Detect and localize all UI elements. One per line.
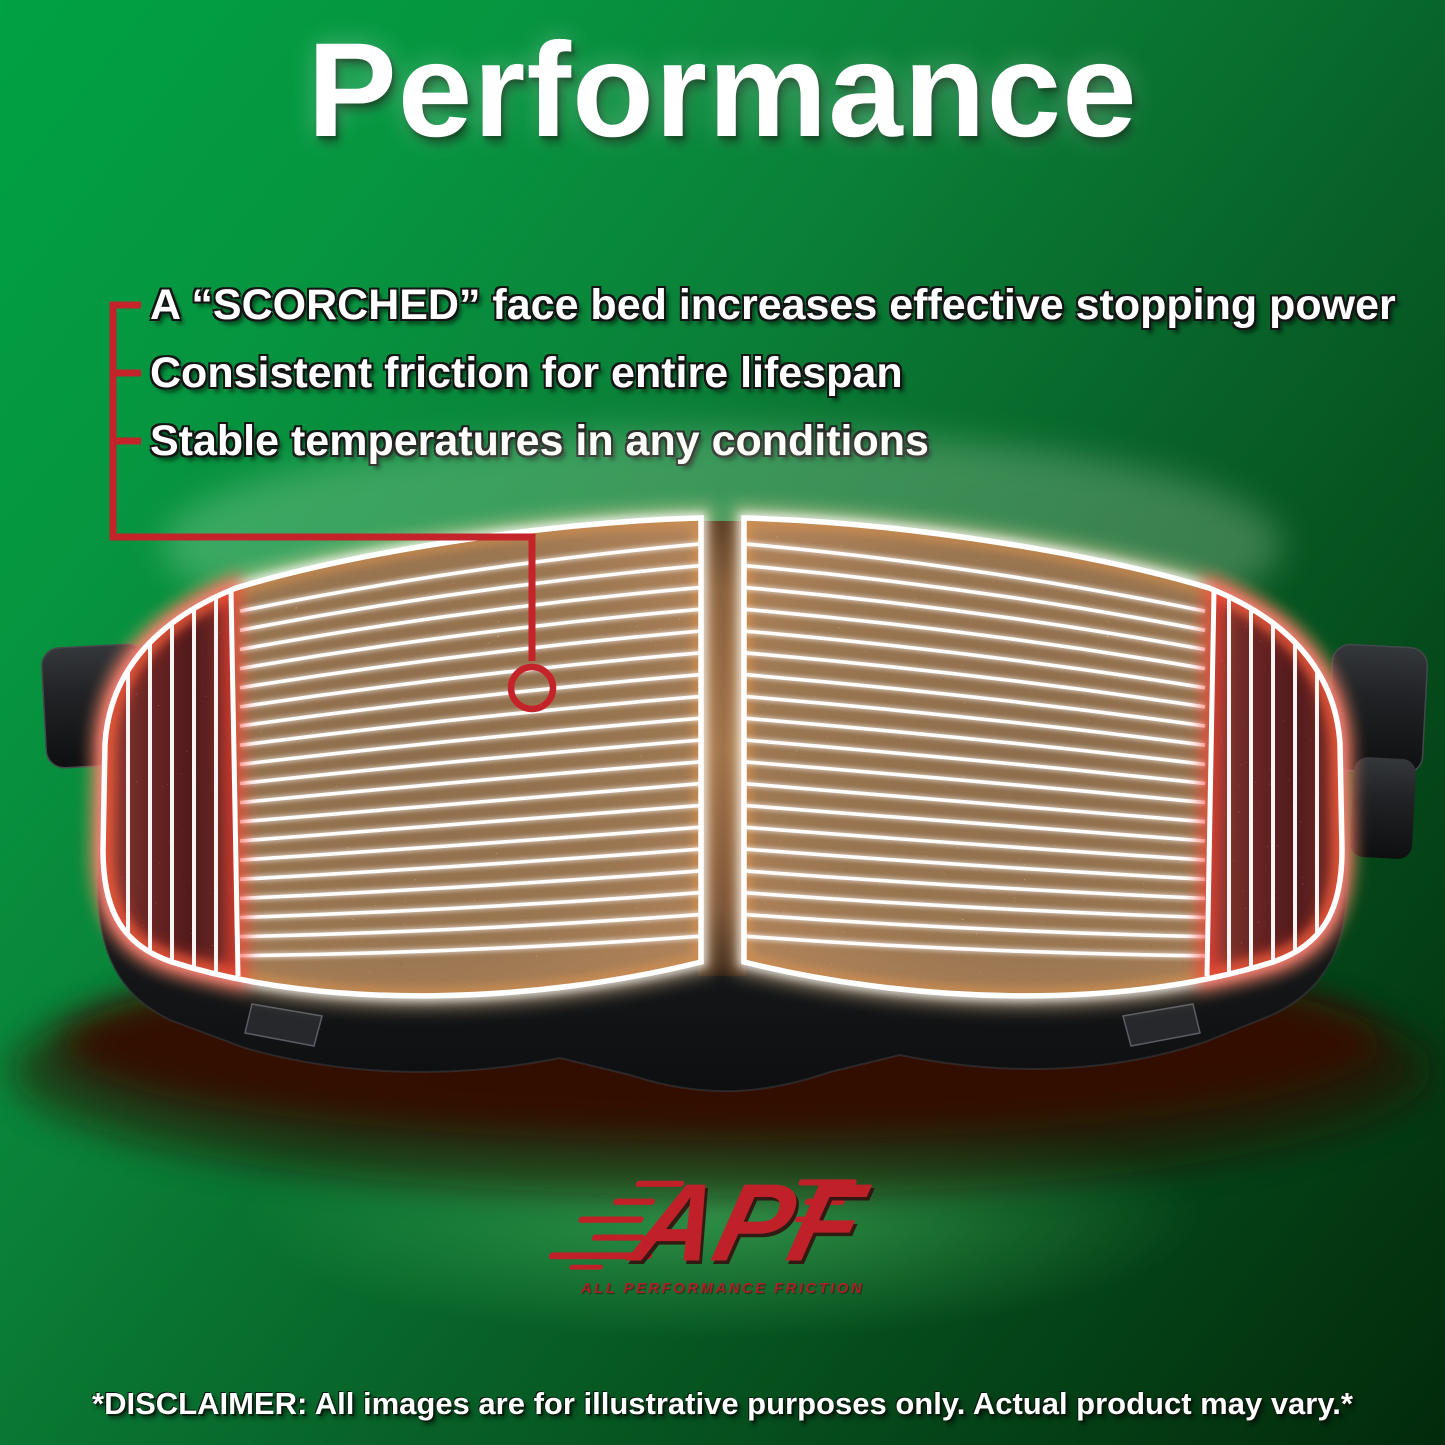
groove-line [239, 542, 701, 613]
logo-acronym-shadow: APF [621, 1165, 880, 1288]
page-title: Performance [307, 16, 1138, 165]
groove-line [744, 542, 1206, 613]
groove-line [239, 563, 701, 633]
abutment-clip-right [1122, 1003, 1201, 1047]
pad-outlines [100, 515, 1345, 999]
groove-line [744, 585, 1206, 652]
groove-line [744, 890, 1206, 920]
groove-line [744, 803, 1206, 843]
groove-line [744, 694, 1206, 747]
friction-grooves-left [239, 540, 701, 960]
groove-line [239, 912, 701, 939]
groove-line [744, 629, 1206, 690]
backing-tab-right-step [1350, 757, 1416, 859]
groove-line [744, 869, 1206, 901]
disclaimer-text: *DISCLAIMER: All images are for illustra… [92, 1386, 1353, 1421]
groove-line [239, 869, 701, 901]
logo-tagline: ALL PERFORMANCE FRICTION [580, 1280, 865, 1297]
groove-line [239, 585, 701, 652]
groove-line [744, 563, 1206, 633]
groove-line [239, 651, 701, 709]
logo-speed-lines [548, 1179, 857, 1270]
groove-line [239, 760, 701, 805]
groove-line [744, 825, 1206, 862]
groove-line [239, 607, 701, 671]
groove-line [744, 672, 1206, 728]
groove-line [239, 672, 701, 728]
groove-line [744, 651, 1206, 709]
friction-grooves-right [744, 540, 1206, 960]
callout-bracket [109, 301, 536, 661]
groove-line [239, 629, 701, 690]
groove-line [239, 781, 701, 824]
feature-item-consistent-friction: Consistent friction for entire lifespan [150, 349, 903, 397]
groove-line [239, 694, 701, 747]
groove-line [744, 716, 1206, 767]
groove-line [239, 716, 701, 767]
groove-line [239, 934, 701, 958]
groove-line [744, 760, 1206, 805]
groove-line [239, 847, 701, 882]
callout-circle [507, 663, 557, 713]
groove-line [239, 825, 701, 862]
groove-line [239, 738, 701, 786]
groove-line [239, 803, 701, 843]
callout [109, 301, 557, 713]
logo-acronym: APF [618, 1161, 877, 1284]
apf-logo: APF APF [548, 1161, 880, 1288]
brand-logo-block: APF APF ALL PERFORMANCE FRICTION [0, 1161, 1445, 1297]
groove-line [239, 890, 701, 920]
groove-line [744, 847, 1206, 882]
feature-item-scorched-bed: A “SCORCHED” face bed increases effectiv… [150, 281, 1396, 329]
groove-line [744, 912, 1206, 939]
abutment-clip-left [244, 1003, 323, 1047]
groove-line [744, 607, 1206, 671]
feature-list: A “SCORCHED” face bed increases effectiv… [150, 271, 1396, 475]
groove-line [744, 934, 1206, 958]
groove-line [744, 738, 1206, 786]
groove-line [744, 781, 1206, 824]
